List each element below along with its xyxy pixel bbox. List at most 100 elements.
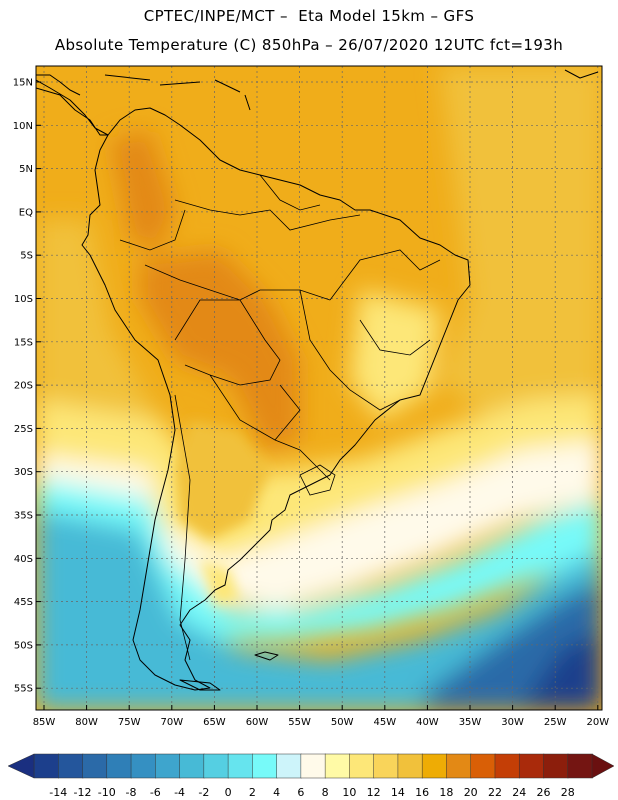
colorbar-swatch <box>470 753 496 779</box>
colorbar-swatch <box>543 753 569 779</box>
map-frame <box>35 65 603 711</box>
cool-cyan-band <box>36 480 602 640</box>
border-colombia-peru <box>119 209 186 251</box>
lat-tick-label: 10N <box>13 121 33 132</box>
central-america-north <box>36 74 81 96</box>
colorbar-swatch <box>203 753 229 779</box>
tierra-del-fuego <box>179 679 221 691</box>
border-uruguay <box>299 464 336 496</box>
lon-tick-label: 70W <box>160 717 183 728</box>
lat-tick-label: EQ <box>19 207 33 218</box>
colorbar-swatch <box>300 753 326 779</box>
border-bolivia <box>174 299 281 386</box>
patagonia-warm-tongue <box>200 560 240 605</box>
lat-tick-label: 40S <box>14 554 33 565</box>
colorbar-swatch <box>227 753 254 779</box>
colorbar-label: -10 <box>98 786 116 799</box>
colorbar-label: 12 <box>367 786 381 799</box>
colorbar-label: -14 <box>49 786 67 799</box>
central-warm-core <box>140 250 300 450</box>
coldest-region <box>520 630 602 710</box>
colorbar-label: -2 <box>198 786 209 799</box>
lat-tick-label: 5S <box>20 251 33 262</box>
lat-tick-label: 10S <box>14 294 33 305</box>
colorbar-under-arrow <box>7 753 35 779</box>
colorbar-swatch <box>155 753 181 779</box>
lon-tick-label: 20W <box>586 717 609 728</box>
border-argentina-brazil <box>274 439 331 481</box>
colorbar-swatch <box>518 753 545 779</box>
andes-north-warm-core <box>110 130 175 250</box>
south-america-coastline <box>81 107 471 691</box>
colorbar-swatch <box>106 753 132 779</box>
colorbar-swatch <box>397 753 423 779</box>
east-brazil-cooler-area <box>350 290 440 420</box>
lat-tick-label: 35S <box>14 511 33 522</box>
colorbar-label: -4 <box>174 786 185 799</box>
border-venezuela-brazil <box>174 199 361 231</box>
lon-tick-label: 30W <box>501 717 524 728</box>
colorbar-label: 10 <box>342 786 356 799</box>
coastlines <box>36 69 599 691</box>
lat-tick-label: 15N <box>13 78 33 89</box>
colorbar-over-arrow <box>591 753 615 779</box>
colorbar-label: 22 <box>488 786 502 799</box>
map-title: CPTEC/INPE/MCT – Eta Model 15km – GFS <box>143 7 475 25</box>
atlantic-warm-band <box>440 66 602 430</box>
border-chile-argentina <box>174 394 191 661</box>
lon-tick-label: 45W <box>373 717 396 728</box>
lon-tick-label: 80W <box>75 717 98 728</box>
lat-tick-label: 30S <box>14 467 33 478</box>
colorbar-swatch <box>252 753 278 779</box>
colorbar-swatch <box>446 753 472 779</box>
colorbar-label: 16 <box>415 786 429 799</box>
colorbar-swatch <box>421 753 448 779</box>
colorbar-label: -8 <box>126 786 137 799</box>
lon-tick-label: 75W <box>118 717 141 728</box>
lat-tick-label: 55S <box>14 684 33 695</box>
lon-tick-label: 35W <box>459 717 482 728</box>
state-border-3 <box>359 319 431 356</box>
lon-tick-label: 55W <box>288 717 311 728</box>
argentina-warm-tongue <box>175 420 270 540</box>
colorbar-swatch <box>494 753 520 779</box>
lon-tick-label: 65W <box>203 717 226 728</box>
colorbar-label: 8 <box>322 786 329 799</box>
lat-tick-label: 15S <box>14 337 33 348</box>
latitude-axis: 15N 10N 5N EQ 5S 10S 15S 20S 25S 30S 35S 40S 45S 50S 5… <box>13 78 41 695</box>
lon-tick-label: 85W <box>33 717 56 728</box>
colorbar-swatch <box>349 753 375 779</box>
colorbar-swatch <box>276 753 302 779</box>
colorbar-label: 28 <box>561 786 575 799</box>
colorbar-swatch <box>567 753 593 779</box>
lat-tick-label: 45S <box>14 597 33 608</box>
colorbar-label: 2 <box>249 786 256 799</box>
falkland-islands <box>254 651 279 661</box>
colorbar-swatch <box>58 753 84 779</box>
colorbar-label: 18 <box>439 786 453 799</box>
colorbar-label: 0 <box>225 786 232 799</box>
map-subtitle: Absolute Temperature (C) 850hPa – 26/07/… <box>54 36 564 54</box>
longitude-axis: 85W 80W 75W 70W 65W 60W 55W 50W 45W 40W 35W 30W 25W 2… <box>33 705 609 728</box>
lon-tick-label: 60W <box>246 717 269 728</box>
colorbar-label: -6 <box>150 786 161 799</box>
colorbar-label: 20 <box>464 786 478 799</box>
central-america-coastline <box>36 79 109 136</box>
lat-tick-label: 20S <box>14 381 33 392</box>
temperature-field <box>36 66 602 710</box>
cold-ocean-region <box>36 510 602 710</box>
colorbar-label: 4 <box>273 786 280 799</box>
colorbar-label: 6 <box>297 786 304 799</box>
colorbar-swatch <box>324 753 351 779</box>
colorbar-label: 26 <box>536 786 550 799</box>
colorbar-label: -12 <box>74 786 92 799</box>
state-border-2 <box>329 249 441 301</box>
lat-tick-label: 25S <box>14 424 33 435</box>
colorbar-swatch <box>179 753 205 779</box>
colorbar-swatch <box>130 753 157 779</box>
colorbar-swatch <box>373 753 399 779</box>
colorbar-label: 14 <box>391 786 405 799</box>
lon-tick-label: 40W <box>416 717 439 728</box>
lat-tick-label: 5N <box>19 164 33 175</box>
